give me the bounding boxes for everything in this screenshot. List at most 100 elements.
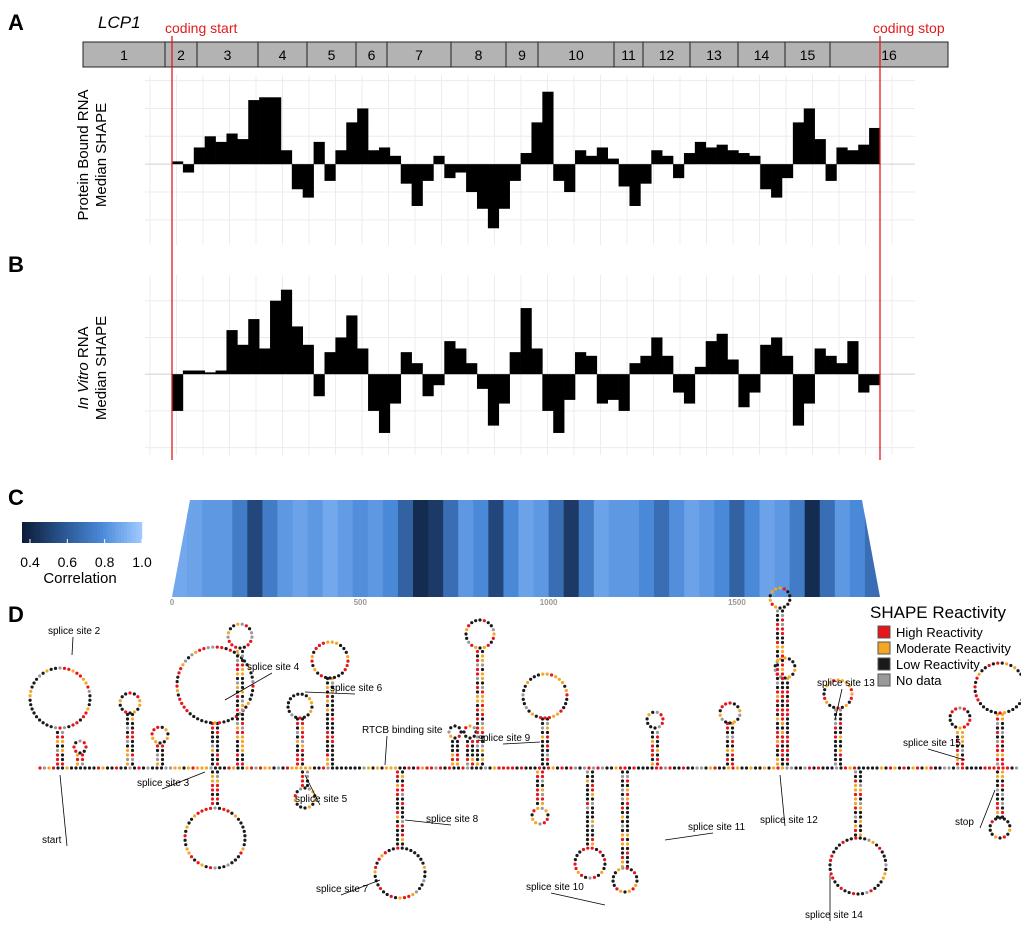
nucleotide bbox=[656, 753, 659, 756]
heatmap-cell bbox=[759, 500, 775, 597]
nucleotide bbox=[216, 784, 219, 787]
nucleotide bbox=[530, 813, 533, 816]
nucleotide bbox=[988, 766, 991, 769]
nucleotide bbox=[626, 833, 629, 836]
nucleotide bbox=[423, 870, 426, 873]
shape-bar bbox=[662, 356, 673, 374]
nucleotide bbox=[241, 663, 244, 666]
nucleotide bbox=[623, 766, 626, 769]
nucleotide bbox=[156, 726, 159, 729]
nucleotide bbox=[423, 866, 426, 869]
nucleotide bbox=[731, 744, 734, 747]
nucleotide bbox=[396, 829, 399, 832]
nucleotide bbox=[592, 766, 595, 769]
nucleotide bbox=[546, 673, 549, 676]
nucleotide bbox=[916, 766, 919, 769]
legend-swatch bbox=[878, 674, 890, 686]
nucleotide bbox=[322, 766, 325, 769]
nucleotide bbox=[138, 699, 141, 702]
nucleotide bbox=[76, 753, 79, 756]
nucleotide bbox=[131, 740, 134, 743]
nucleotide bbox=[542, 766, 545, 769]
nucleotide bbox=[859, 802, 862, 805]
colorbar-swatch bbox=[46, 522, 49, 543]
nucleotide bbox=[776, 735, 779, 738]
nucleotide bbox=[243, 646, 246, 649]
nucleotide bbox=[610, 766, 613, 769]
nucleotide bbox=[546, 722, 549, 725]
shape-bar bbox=[292, 164, 303, 189]
nucleotide bbox=[305, 694, 308, 697]
nucleotide bbox=[651, 758, 654, 761]
nucleotide bbox=[974, 690, 977, 693]
shape-bar bbox=[858, 374, 869, 392]
nucleotide bbox=[413, 851, 416, 854]
nucleotide bbox=[110, 766, 113, 769]
nucleotide bbox=[213, 866, 216, 869]
nucleotide bbox=[241, 753, 244, 756]
nucleotide bbox=[401, 838, 404, 841]
nucleotide bbox=[30, 707, 33, 710]
nucleotide bbox=[731, 726, 734, 729]
nucleotide bbox=[286, 766, 289, 769]
shape-bar bbox=[640, 164, 651, 184]
nucleotide bbox=[61, 744, 64, 747]
heatmap-cell bbox=[368, 500, 384, 597]
exon-label: 13 bbox=[706, 47, 722, 63]
nucleotide bbox=[301, 735, 304, 738]
colorbar-swatch bbox=[73, 522, 76, 543]
nucleotide bbox=[216, 740, 219, 743]
shape-bar bbox=[248, 319, 259, 374]
exon-label: 9 bbox=[518, 47, 526, 63]
nucleotide bbox=[650, 766, 653, 769]
nucleotide bbox=[234, 646, 237, 649]
nucleotide bbox=[786, 713, 789, 716]
nucleotide bbox=[471, 749, 474, 752]
nucleotide bbox=[481, 722, 484, 725]
annotation: stop bbox=[955, 817, 974, 828]
nucleotide bbox=[61, 731, 64, 734]
nucleotide bbox=[191, 766, 194, 769]
colorbar-tick-label: 1.0 bbox=[132, 554, 152, 570]
nucleotide bbox=[726, 735, 729, 738]
nucleotide bbox=[826, 766, 829, 769]
nucleotide bbox=[546, 731, 549, 734]
nucleotide bbox=[466, 762, 469, 765]
nucleotide bbox=[776, 744, 779, 747]
nucleotide bbox=[326, 766, 329, 769]
nucleotide bbox=[183, 706, 186, 709]
nucleotide bbox=[1006, 820, 1009, 823]
nucleotide bbox=[481, 695, 484, 698]
nucleotide bbox=[854, 824, 857, 827]
shape-bar bbox=[826, 356, 837, 374]
nucleotide bbox=[862, 766, 865, 769]
nucleotide bbox=[1016, 669, 1019, 672]
nucleotide bbox=[656, 740, 659, 743]
nucleotide bbox=[308, 697, 311, 700]
shape-bar bbox=[684, 374, 695, 403]
nucleotide bbox=[626, 779, 629, 782]
nucleotide bbox=[126, 717, 129, 720]
nucleotide bbox=[449, 726, 452, 729]
nucleotide bbox=[586, 793, 589, 796]
nucleotide bbox=[536, 807, 539, 810]
exon-label: 2 bbox=[177, 47, 185, 63]
nucleotide bbox=[721, 705, 724, 708]
nucleotide bbox=[487, 644, 490, 647]
shape-bar bbox=[346, 122, 357, 164]
nucleotide bbox=[781, 731, 784, 734]
colorbar-swatch bbox=[76, 522, 79, 543]
nucleotide bbox=[396, 770, 399, 773]
shape-bar bbox=[444, 164, 455, 178]
nucleotide bbox=[738, 714, 741, 717]
nucleotide bbox=[296, 731, 299, 734]
nucleotide bbox=[854, 811, 857, 814]
nucleotide bbox=[541, 775, 544, 778]
nucleotide bbox=[200, 809, 203, 812]
nucleotide bbox=[562, 706, 565, 709]
nucleotide bbox=[788, 657, 791, 660]
colorbar-swatch bbox=[70, 522, 73, 543]
nucleotide bbox=[853, 766, 856, 769]
exon-label: 5 bbox=[328, 47, 336, 63]
nucleotide bbox=[254, 766, 257, 769]
